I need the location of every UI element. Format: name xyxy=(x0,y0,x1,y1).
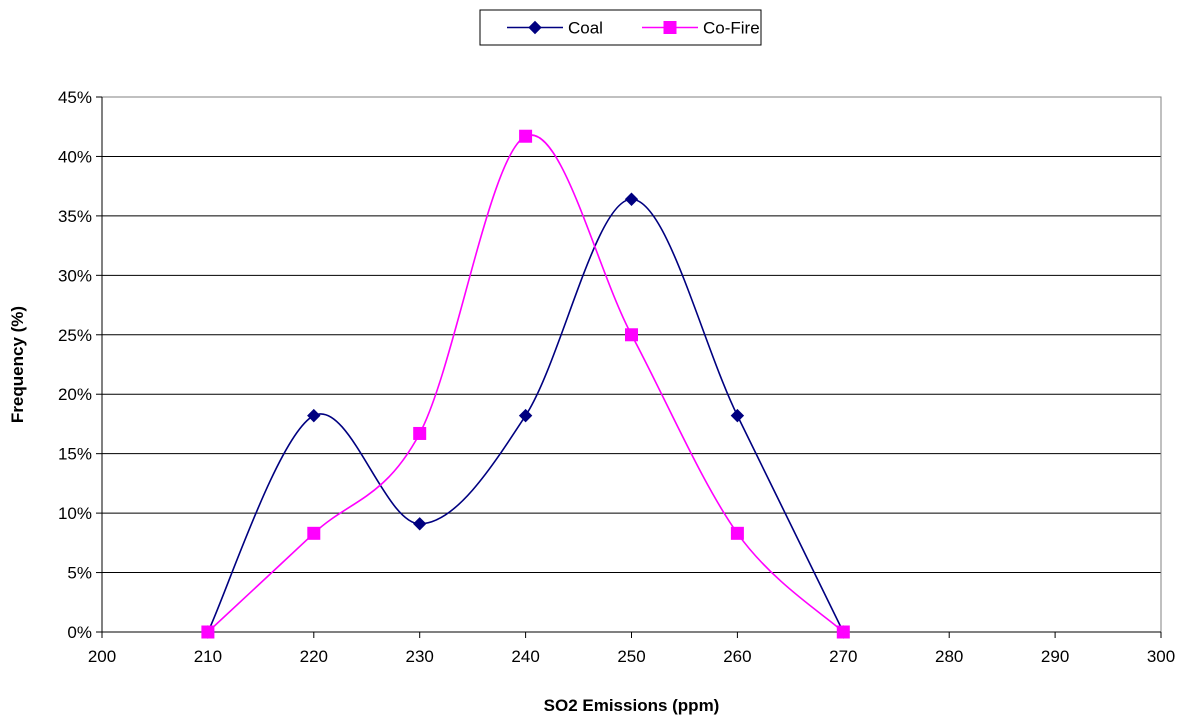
data-point-co-fire xyxy=(307,526,321,540)
series-co-fire xyxy=(201,129,850,639)
x-tick-label: 210 xyxy=(194,647,222,666)
legend-label-coal: Coal xyxy=(568,19,603,38)
legend-item-coal: Coal xyxy=(507,19,603,38)
legend-label-co-fire: Co-Fire xyxy=(703,19,760,38)
x-tick-label: 270 xyxy=(829,647,857,666)
data-point-co-fire xyxy=(625,328,638,342)
x-tick-label: 300 xyxy=(1147,647,1175,666)
y-tick-label: 20% xyxy=(58,385,92,404)
data-point-co-fire xyxy=(836,625,850,639)
data-point-coal xyxy=(518,408,533,423)
data-point-co-fire xyxy=(730,526,744,540)
y-tick-label: 0% xyxy=(67,623,92,642)
plot-area-frame xyxy=(101,96,1162,633)
x-tick-label: 200 xyxy=(88,647,116,666)
y-tick-label: 25% xyxy=(58,326,92,345)
y-tick-label: 35% xyxy=(58,207,92,226)
x-tick-label: 220 xyxy=(300,647,328,666)
x-axis-title: SO2 Emissions (ppm) xyxy=(544,696,720,715)
label-layer: SO2 Emissions (ppm) Frequency (%) xyxy=(8,306,719,715)
series-coal xyxy=(201,192,851,639)
data-point-coal xyxy=(624,192,639,206)
legend-item-co-fire: Co-Fire xyxy=(642,19,760,38)
x-tick-label: 230 xyxy=(406,647,434,666)
x-tick-label: 280 xyxy=(935,647,963,666)
data-point-coal xyxy=(307,408,321,423)
legend-marker-coal xyxy=(528,20,542,35)
y-tick-label: 15% xyxy=(58,445,92,464)
data-point-coal xyxy=(730,408,745,423)
data-point-co-fire xyxy=(519,129,533,143)
x-tick-label: 260 xyxy=(723,647,751,666)
legend-marker-co-fire xyxy=(663,21,677,34)
x-tick-label: 250 xyxy=(617,647,645,666)
data-point-co-fire xyxy=(201,625,215,639)
x-tick-label: 240 xyxy=(511,647,539,666)
legend: Coal Co-Fire xyxy=(479,9,762,46)
series-line-co-fire xyxy=(207,134,844,633)
y-tick-label: 45% xyxy=(58,88,92,107)
y-tick-label: 5% xyxy=(67,564,92,583)
y-tick-label: 10% xyxy=(58,504,92,523)
data-point-coal xyxy=(412,517,427,531)
y-tick-label: 30% xyxy=(58,266,92,285)
axis-layer: 0% 5% 10% 15% 20% 25% 30% 35% 40% 45% 200 210 220 230… xyxy=(58,88,1175,666)
data-point-co-fire xyxy=(413,426,427,440)
series-layer xyxy=(201,129,851,639)
y-axis-title: Frequency (%) xyxy=(8,306,27,423)
y-tick-label: 40% xyxy=(58,147,92,166)
x-tick-label: 290 xyxy=(1041,647,1069,666)
